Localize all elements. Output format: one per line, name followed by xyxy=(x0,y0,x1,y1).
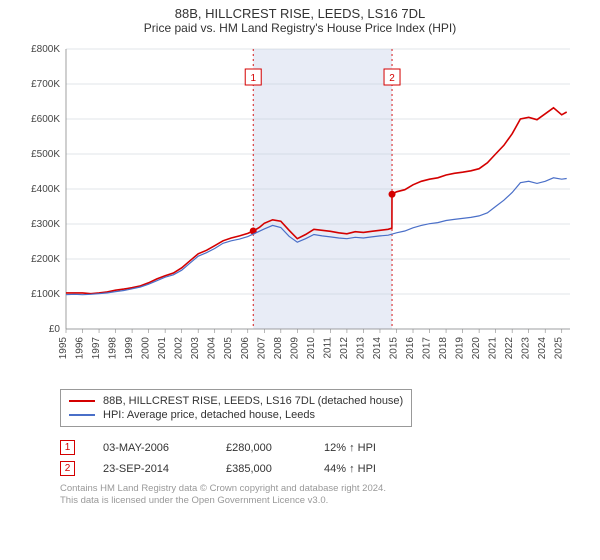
svg-text:2007: 2007 xyxy=(256,337,267,360)
legend-item-hpi: HPI: Average price, detached house, Leed… xyxy=(69,408,403,422)
transaction-hpi: 44% ↑ HPI xyxy=(324,463,409,475)
chart-container: 88B, HILLCREST RISE, LEEDS, LS16 7DL Pri… xyxy=(0,0,600,560)
svg-text:£200K: £200K xyxy=(31,254,60,265)
svg-text:1998: 1998 xyxy=(108,337,119,360)
legend-swatch-hpi xyxy=(69,414,95,416)
transaction-table: 1 03-MAY-2006 £280,000 12% ↑ HPI 2 23-SE… xyxy=(60,437,590,479)
svg-text:2025: 2025 xyxy=(554,337,565,360)
page-title: 88B, HILLCREST RISE, LEEDS, LS16 7DL xyxy=(10,6,590,21)
transaction-price: £385,000 xyxy=(226,463,296,475)
svg-text:2003: 2003 xyxy=(190,337,201,360)
legend-label-property: 88B, HILLCREST RISE, LEEDS, LS16 7DL (de… xyxy=(103,395,403,407)
svg-text:2018: 2018 xyxy=(438,337,449,360)
svg-text:£400K: £400K xyxy=(31,184,60,195)
svg-text:1995: 1995 xyxy=(58,337,69,360)
svg-text:1999: 1999 xyxy=(124,337,135,360)
svg-text:£700K: £700K xyxy=(31,79,60,90)
svg-text:2011: 2011 xyxy=(322,337,333,359)
transaction-row: 1 03-MAY-2006 £280,000 12% ↑ HPI xyxy=(60,437,590,458)
footer-line-1: Contains HM Land Registry data © Crown c… xyxy=(60,483,590,495)
svg-text:2019: 2019 xyxy=(455,337,466,360)
transaction-hpi: 12% ↑ HPI xyxy=(324,442,409,454)
svg-text:2002: 2002 xyxy=(174,337,185,360)
svg-text:2015: 2015 xyxy=(388,337,399,360)
svg-text:2009: 2009 xyxy=(289,337,300,360)
svg-text:1: 1 xyxy=(250,73,256,84)
legend: 88B, HILLCREST RISE, LEEDS, LS16 7DL (de… xyxy=(60,389,412,427)
svg-text:2023: 2023 xyxy=(521,337,532,360)
transaction-marker-2: 2 xyxy=(60,461,75,476)
svg-text:2020: 2020 xyxy=(471,337,482,360)
svg-text:2013: 2013 xyxy=(355,337,366,360)
svg-text:£500K: £500K xyxy=(31,149,60,160)
svg-text:1996: 1996 xyxy=(75,337,86,360)
svg-text:£600K: £600K xyxy=(31,114,60,125)
svg-text:1997: 1997 xyxy=(91,337,102,360)
svg-text:2017: 2017 xyxy=(422,337,433,360)
legend-item-property: 88B, HILLCREST RISE, LEEDS, LS16 7DL (de… xyxy=(69,394,403,408)
svg-text:£300K: £300K xyxy=(31,219,60,230)
svg-text:2008: 2008 xyxy=(273,337,284,360)
svg-text:2012: 2012 xyxy=(339,337,350,360)
transaction-price: £280,000 xyxy=(226,442,296,454)
svg-text:2005: 2005 xyxy=(223,337,234,360)
svg-text:£0: £0 xyxy=(49,324,61,335)
svg-text:2022: 2022 xyxy=(504,337,515,360)
legend-label-hpi: HPI: Average price, detached house, Leed… xyxy=(103,409,315,421)
svg-text:2016: 2016 xyxy=(405,337,416,360)
chart: £0 £100K £200K £300K £400K £500K £600K £700K £80… xyxy=(20,41,580,381)
legend-swatch-property xyxy=(69,400,95,402)
line-chart-svg: £0 £100K £200K £300K £400K £500K £600K £700K £80… xyxy=(20,41,580,381)
page-subtitle: Price paid vs. HM Land Registry's House … xyxy=(10,21,590,35)
svg-text:£100K: £100K xyxy=(31,289,60,300)
svg-text:£800K: £800K xyxy=(31,44,60,55)
svg-text:2024: 2024 xyxy=(537,337,548,360)
svg-text:2010: 2010 xyxy=(306,337,317,360)
svg-text:2: 2 xyxy=(389,73,395,84)
transaction-date: 03-MAY-2006 xyxy=(103,442,198,454)
transaction-row: 2 23-SEP-2014 £385,000 44% ↑ HPI xyxy=(60,458,590,479)
transaction-marker-1: 1 xyxy=(60,440,75,455)
svg-text:2014: 2014 xyxy=(372,337,383,360)
transaction-date: 23-SEP-2014 xyxy=(103,463,198,475)
svg-text:2004: 2004 xyxy=(207,337,218,360)
footer-line-2: This data is licensed under the Open Gov… xyxy=(60,495,590,507)
svg-text:2021: 2021 xyxy=(488,337,499,360)
svg-text:2006: 2006 xyxy=(240,337,251,360)
svg-text:2001: 2001 xyxy=(157,337,168,360)
svg-text:2000: 2000 xyxy=(141,337,152,360)
footer: Contains HM Land Registry data © Crown c… xyxy=(60,483,590,508)
